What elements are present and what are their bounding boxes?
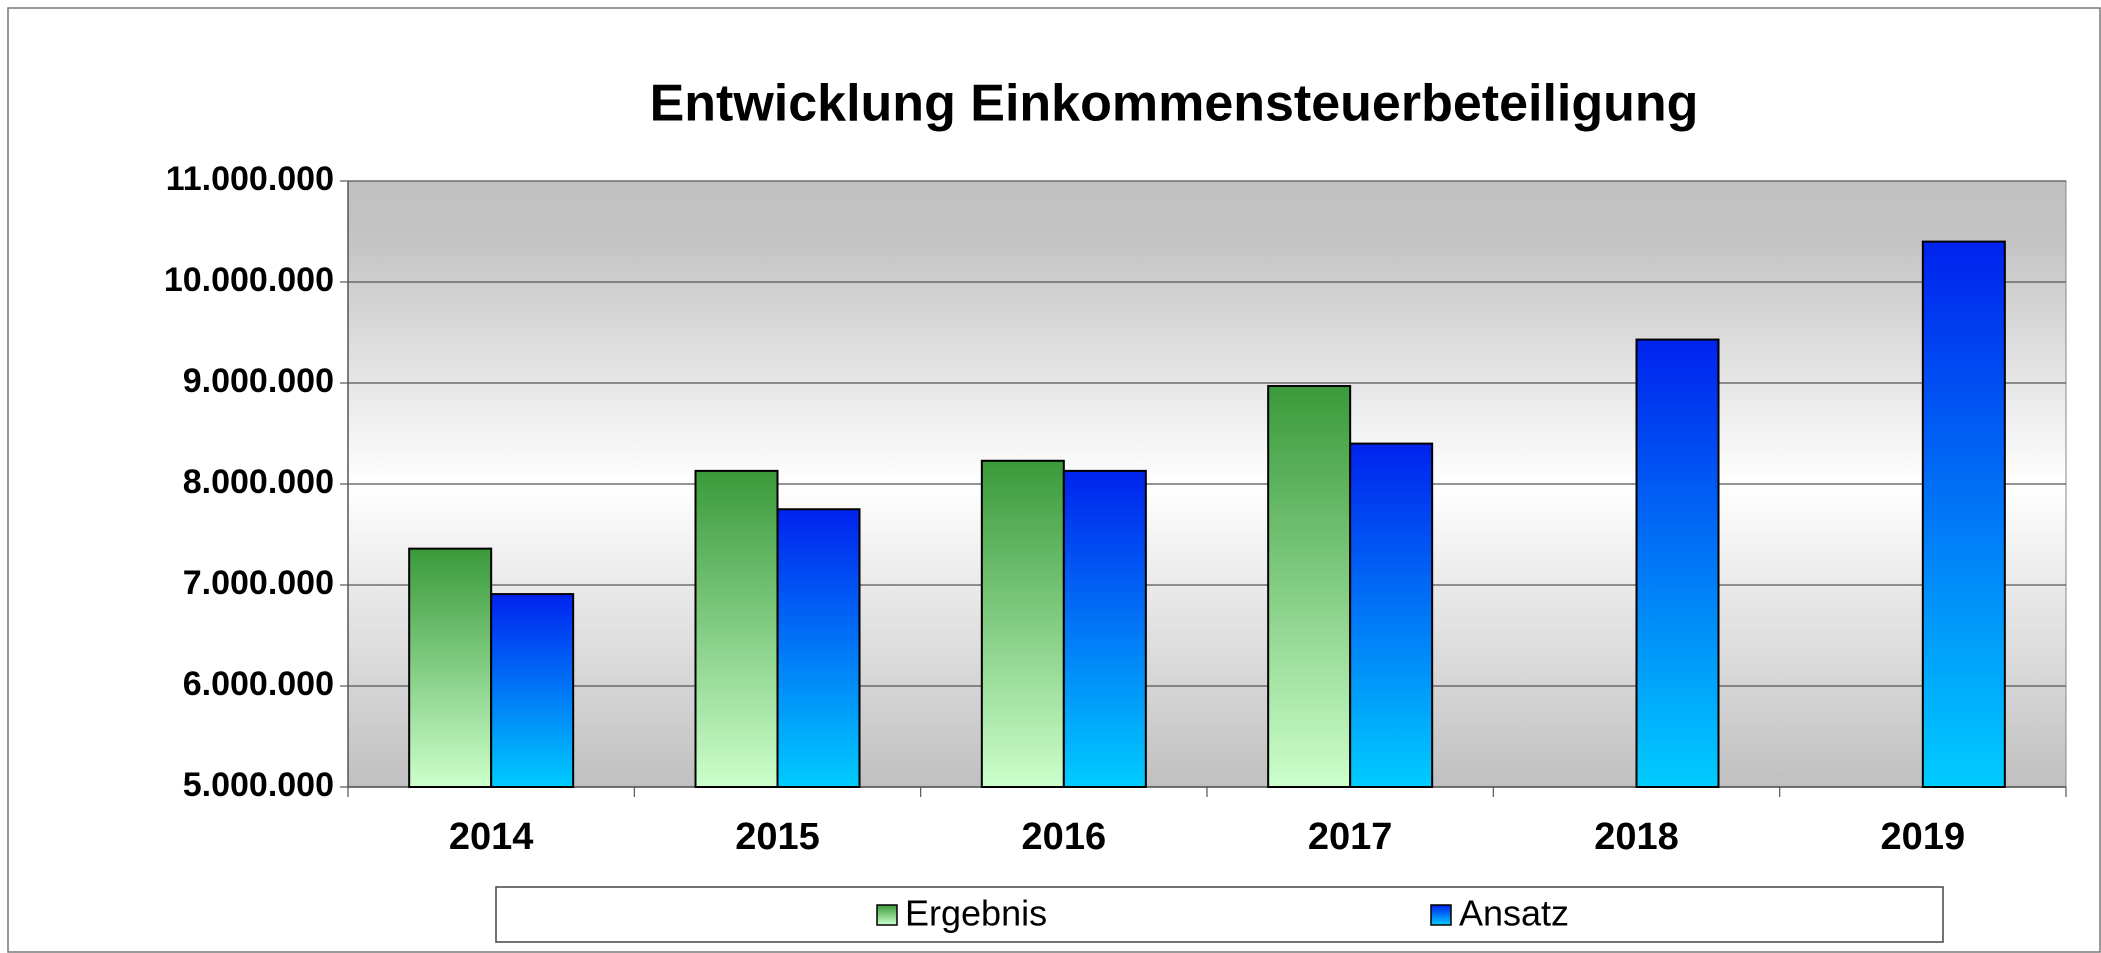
y-tick-label: 11.000.000 (166, 160, 334, 198)
bar (490, 593, 575, 789)
legend (495, 886, 1944, 943)
y-tick-label: 9.000.000 (183, 362, 334, 400)
chart-title: Entwicklung Einkommensteuerbeteiligung (650, 75, 1699, 133)
bar (1635, 338, 1720, 788)
y-tick-label: 8.000.000 (183, 463, 334, 501)
legend-label: Ansatz (1459, 893, 1569, 934)
bar (980, 459, 1065, 788)
x-tick-label: 2015 (735, 816, 820, 858)
bar (1349, 442, 1434, 788)
x-tick-label: 2018 (1594, 816, 1679, 858)
bar (1062, 469, 1147, 788)
y-tick-label: 10.000.000 (164, 261, 334, 299)
bar (408, 547, 493, 789)
x-tick-label: 2019 (1881, 816, 1966, 858)
x-tick-label: 2016 (1022, 816, 1107, 858)
y-tick-label: 6.000.000 (183, 665, 334, 703)
y-tick-label: 5.000.000 (183, 766, 334, 804)
x-tick-label: 2017 (1308, 816, 1393, 858)
bar (1921, 240, 2006, 789)
x-tick-label: 2014 (449, 816, 534, 858)
bar (1267, 385, 1352, 788)
legend-swatch (1430, 904, 1452, 926)
legend-swatch (876, 904, 898, 926)
legend-label: Ergebnis (905, 893, 1047, 934)
y-tick-label: 7.000.000 (183, 564, 334, 602)
bar (694, 469, 779, 788)
bar (776, 508, 861, 788)
